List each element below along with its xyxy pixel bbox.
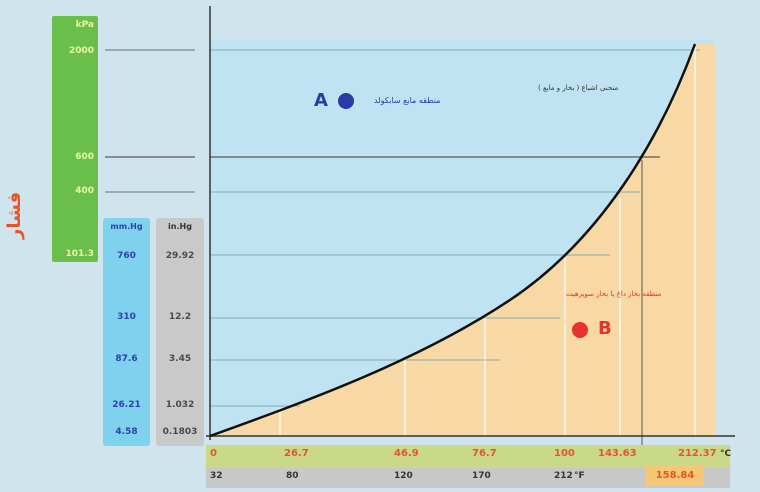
inhg-value: 0.1803: [162, 427, 198, 437]
mmhg-scale: mm.Hg 760 310 87.6 26.21 4.58: [103, 218, 150, 446]
celsius-value: 212.37: [678, 448, 717, 459]
mmhg-value: 310: [117, 312, 136, 322]
fahrenheit-scale: 32 80 120 170 212 °F: [206, 468, 730, 488]
vapor-region: [210, 44, 715, 436]
fahrenheit-value: 120: [394, 471, 413, 481]
celsius-value: 100: [554, 448, 575, 459]
saturation-curve: [209, 43, 697, 438]
kpa-value: 400: [75, 186, 94, 196]
pressure-gridlines: [105, 49, 700, 407]
inhg-value: 12.2: [168, 312, 192, 322]
region-a-label: منطقه مایع سابکولد: [374, 96, 441, 105]
point-a-dot: [338, 93, 354, 109]
point-b-dot: [572, 322, 588, 338]
celsius-unit: °C: [720, 449, 732, 459]
kpa-unit: kPa: [75, 20, 94, 30]
kpa-value: 600: [75, 152, 94, 162]
kpa-value: 2000: [68, 46, 94, 56]
inhg-value: 3.45: [168, 354, 192, 364]
point-b-letter: B: [598, 318, 612, 339]
inhg-unit: in.Hg: [168, 222, 192, 231]
point-a-letter: A: [314, 90, 328, 111]
celsius-value: 76.7: [472, 448, 497, 459]
kpa-value: 101.3: [65, 249, 94, 259]
fahrenheit-value: 212: [554, 471, 573, 481]
mmhg-value: 760: [117, 251, 136, 261]
fahrenheit-value: 32: [210, 471, 223, 481]
saturation-temp-badge: 158.84: [646, 466, 704, 486]
fahrenheit-value: 170: [472, 471, 491, 481]
region-b-label: منطقه بخار داغ یا بخار سوپرهیت: [566, 290, 662, 298]
pressure-title: فشار: [4, 191, 25, 239]
fahrenheit-unit: °F: [574, 471, 585, 481]
celsius-value: 143.63: [598, 448, 637, 459]
temperature-gridlines: [279, 44, 696, 436]
inhg-value: 1.032: [165, 400, 195, 410]
celsius-value: 26.7: [284, 448, 309, 459]
mmhg-value: 4.58: [115, 427, 138, 437]
celsius-scale: 0 26.7 46.9 76.7 100 143.63 212.37 °C: [206, 445, 732, 468]
inhg-value: 29.92: [165, 251, 195, 261]
curve-label: منحنی اشباع ( بخار و مایع ): [538, 84, 619, 92]
inhg-scale: in.Hg 29.92 12.2 3.45 1.032 0.1803: [156, 218, 204, 446]
mmhg-value: 26.21: [112, 400, 141, 410]
celsius-value: 0: [210, 448, 217, 459]
celsius-value: 46.9: [394, 448, 419, 459]
mmhg-unit: mm.Hg: [110, 222, 143, 231]
fahrenheit-value: 80: [286, 471, 299, 481]
mmhg-value: 87.6: [115, 354, 138, 364]
kpa-scale: kPa 2000 600 400 101.3: [52, 16, 98, 262]
